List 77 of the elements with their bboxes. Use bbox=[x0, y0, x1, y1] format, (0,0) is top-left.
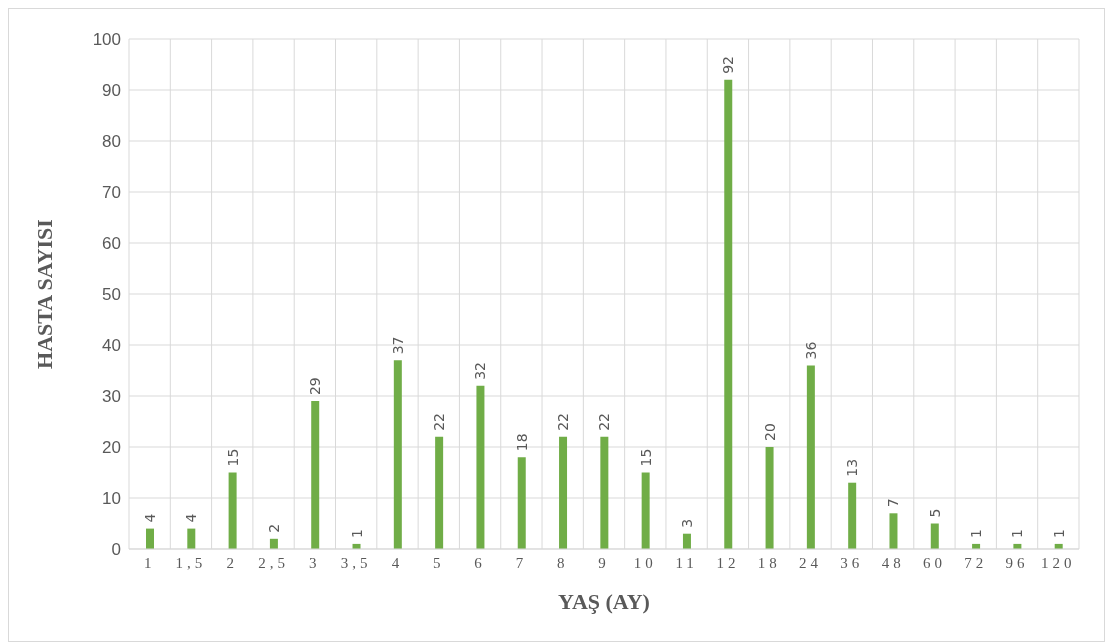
y-tick-label: 10 bbox=[102, 489, 121, 509]
y-tick-label: 80 bbox=[102, 132, 121, 152]
x-tick-label: 9 bbox=[598, 554, 610, 571]
x-tick-label: 1 bbox=[143, 554, 156, 571]
bar bbox=[476, 385, 485, 549]
x-tick-label: 48 bbox=[881, 554, 905, 571]
data-label: 4 bbox=[183, 513, 200, 523]
x-tick-label: 6 bbox=[474, 554, 486, 571]
x-tick-label: 72 bbox=[964, 554, 988, 571]
y-tick-label: 60 bbox=[102, 234, 121, 254]
data-label: 32 bbox=[472, 361, 489, 380]
bar bbox=[311, 401, 320, 549]
bar bbox=[765, 447, 774, 549]
x-tick-label: 120 bbox=[1041, 554, 1076, 571]
data-label: 1 bbox=[1009, 528, 1026, 538]
data-label: 20 bbox=[761, 423, 778, 441]
x-tick-label: 24 bbox=[799, 554, 823, 571]
x-tick-label: 96 bbox=[1005, 554, 1029, 571]
x-tick-label: 12 bbox=[716, 554, 740, 571]
x-tick-label: 7 bbox=[515, 554, 528, 571]
y-axis-title: HASTA SAYISI bbox=[31, 219, 57, 369]
x-tick-label: 8 bbox=[556, 554, 569, 571]
y-tick-label: 90 bbox=[102, 81, 121, 101]
data-label: 4 bbox=[142, 513, 158, 523]
data-label: 37 bbox=[389, 336, 406, 355]
bar bbox=[228, 472, 237, 549]
bar bbox=[517, 457, 526, 549]
x-tick-label: 36 bbox=[840, 554, 864, 571]
data-label: 29 bbox=[307, 377, 324, 396]
data-label: 92 bbox=[720, 55, 737, 74]
bar bbox=[559, 436, 568, 549]
bar bbox=[146, 528, 154, 549]
data-label: 15 bbox=[637, 448, 654, 467]
x-tick-label: 3,5 bbox=[340, 554, 372, 571]
bar bbox=[848, 482, 857, 549]
y-tick-label: 50 bbox=[102, 285, 121, 305]
data-label: 36 bbox=[802, 341, 819, 360]
x-tick-label: 3 bbox=[309, 554, 321, 571]
data-label: 18 bbox=[513, 433, 530, 452]
y-tick-label: 40 bbox=[102, 336, 121, 356]
data-label: 1 bbox=[348, 528, 365, 538]
x-tick-label: 18 bbox=[757, 554, 781, 571]
data-label: 13 bbox=[844, 458, 861, 477]
data-label: 22 bbox=[555, 412, 572, 431]
bar bbox=[435, 436, 444, 549]
data-label: 2 bbox=[265, 523, 282, 533]
x-tick-label: 5 bbox=[433, 554, 445, 571]
y-tick-label: 30 bbox=[102, 387, 121, 407]
bar bbox=[641, 472, 650, 549]
bar bbox=[600, 436, 609, 549]
y-tick-label: 70 bbox=[102, 183, 121, 203]
data-label: 15 bbox=[224, 448, 241, 467]
bar bbox=[187, 528, 196, 549]
bar bbox=[889, 513, 898, 549]
bar bbox=[393, 360, 402, 549]
x-tick-label: 1,5 bbox=[175, 554, 207, 571]
x-tick-label: 60 bbox=[922, 554, 946, 571]
x-tick-label: 2 bbox=[226, 554, 239, 571]
x-tick-label: 2,5 bbox=[258, 554, 289, 571]
bar bbox=[724, 79, 733, 549]
y-tick-label: 100 bbox=[92, 30, 121, 50]
data-label: 7 bbox=[885, 498, 902, 508]
x-axis-title: YAŞ (AY) bbox=[558, 589, 650, 614]
x-tick-label: 4 bbox=[391, 554, 404, 571]
bar bbox=[682, 533, 691, 549]
data-label: 3 bbox=[678, 518, 695, 528]
bar bbox=[930, 523, 939, 549]
data-label: 1 bbox=[1050, 528, 1067, 538]
bar bbox=[806, 365, 815, 549]
data-label: 22 bbox=[431, 412, 448, 431]
y-tick-label: 20 bbox=[102, 438, 121, 458]
data-label: 5 bbox=[926, 508, 943, 518]
data-label: 22 bbox=[596, 412, 613, 431]
y-tick-label: 0 bbox=[111, 540, 121, 560]
x-tick-label: 11 bbox=[675, 554, 698, 571]
x-tick-label: 10 bbox=[633, 554, 657, 571]
data-label: 1 bbox=[968, 528, 985, 538]
